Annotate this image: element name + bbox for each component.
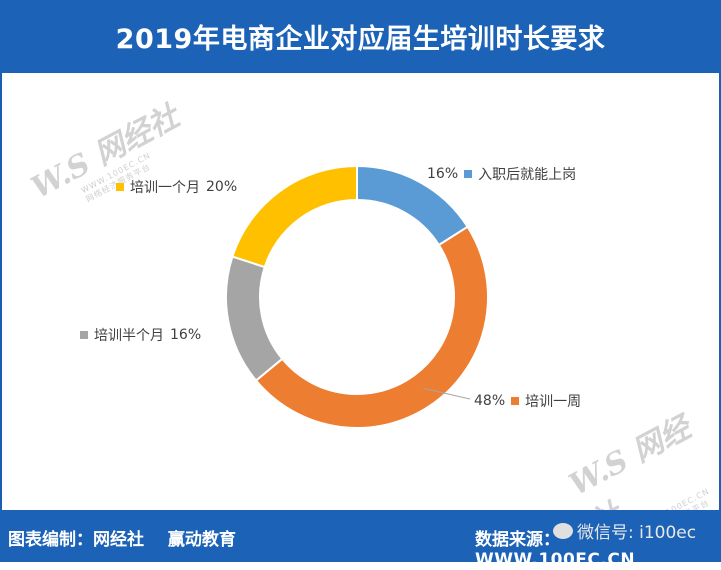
- legend-swatch: [464, 170, 473, 178]
- wechat-text: 微信号: i100ec: [577, 523, 697, 543]
- slice-label-one-month: 培训一个月 20%: [110, 177, 237, 197]
- slice-name: 培训半个月: [94, 328, 164, 344]
- slice-value: 16%: [170, 327, 202, 343]
- leader-line: [423, 387, 471, 400]
- slice-value: 20%: [206, 179, 238, 195]
- footer-source-label: 数据来源：: [475, 530, 560, 550]
- donut-slice: [225, 255, 284, 382]
- slice-label-onboard: 16% 入职后就能上岗: [427, 164, 576, 184]
- wechat-id: 微信号: i100ec: [553, 518, 696, 543]
- slice-name: 入职后就能上岗: [478, 167, 577, 183]
- chart-title: 2019年电商企业对应届生培训时长要求: [115, 24, 606, 55]
- slice-name: 培训一周: [525, 394, 582, 410]
- legend-swatch: [511, 397, 520, 405]
- slice-name: 培训一个月: [130, 180, 200, 196]
- legend-swatch: [116, 183, 124, 191]
- slice-label-half-month: 培训半个月 16%: [74, 325, 201, 345]
- footer-source-url: WWW.100EC.CN: [475, 550, 636, 570]
- chart-title-bar: 2019年电商企业对应届生培训时长要求: [0, 0, 721, 73]
- legend-swatch: [80, 331, 88, 339]
- slice-label-one-week: 48% 培训一周: [474, 391, 581, 411]
- donut-slice: [231, 164, 358, 269]
- slice-value: 16%: [427, 166, 459, 182]
- footer-credit-label: 图表编制：网经社: [8, 530, 144, 550]
- donut-slice: [254, 225, 489, 429]
- slice-value: 48%: [474, 393, 506, 409]
- wechat-icon: [553, 522, 573, 539]
- footer-bar: 图表编制：网经社 赢动教育 数据来源： WWW.100EC.CN: [0, 510, 721, 570]
- footer-partner: 赢动教育: [167, 530, 236, 550]
- footer-credit: 图表编制：网经社 赢动教育: [8, 525, 236, 550]
